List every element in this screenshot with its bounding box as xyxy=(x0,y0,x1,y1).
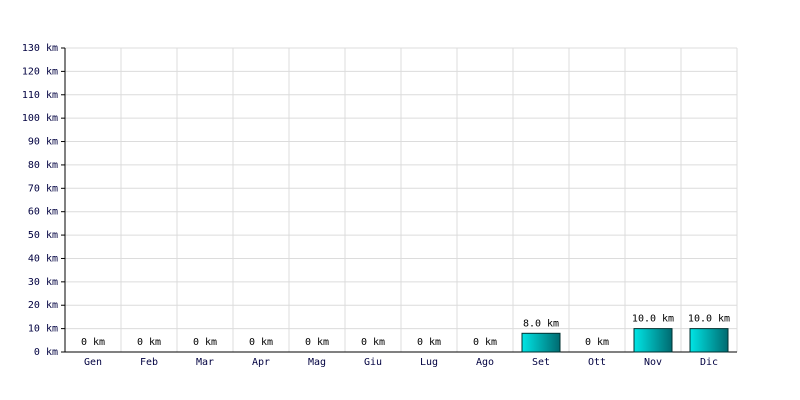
y-tick-label: 80 km xyxy=(28,160,58,171)
x-tick-label: Nov xyxy=(644,357,662,368)
value-label: 10.0 km xyxy=(688,314,730,325)
y-tick-label: 110 km xyxy=(22,90,58,101)
y-tick-label: 10 km xyxy=(28,324,58,335)
x-tick-label: Apr xyxy=(252,357,270,368)
x-tick-label: Mar xyxy=(196,357,214,368)
x-tick-label: Lug xyxy=(420,357,438,368)
y-tick-label: 50 km xyxy=(28,230,58,241)
y-tick-label: 70 km xyxy=(28,183,58,194)
bar xyxy=(633,328,673,353)
value-label: 0 km xyxy=(137,337,161,348)
bar xyxy=(689,328,729,353)
y-tick-label: 100 km xyxy=(22,113,58,124)
x-tick-label: Dic xyxy=(700,357,718,368)
x-tick-label: Mag xyxy=(308,357,326,368)
x-tick-label: Set xyxy=(532,357,550,368)
y-tick-label: 0 km xyxy=(34,347,58,358)
y-tick-label: 20 km xyxy=(28,300,58,311)
x-tick-label: Feb xyxy=(140,357,158,368)
value-label: 0 km xyxy=(193,337,217,348)
y-tick-label: 90 km xyxy=(28,137,58,148)
x-tick-label: Giu xyxy=(364,357,382,368)
y-tick-label: 30 km xyxy=(28,277,58,288)
value-label: 0 km xyxy=(305,337,329,348)
y-tick-label: 60 km xyxy=(28,207,58,218)
value-label: 0 km xyxy=(585,337,609,348)
bar xyxy=(521,332,561,353)
value-label: 0 km xyxy=(361,337,385,348)
value-label: 0 km xyxy=(249,337,273,348)
x-tick-label: Ago xyxy=(476,357,494,368)
x-tick-label: Ott xyxy=(588,357,606,368)
value-label: 10.0 km xyxy=(632,314,674,325)
y-tick-label: 130 km xyxy=(22,43,58,54)
y-tick-label: 120 km xyxy=(22,66,58,77)
value-label: 0 km xyxy=(473,337,497,348)
y-tick-label: 40 km xyxy=(28,253,58,264)
value-label: 0 km xyxy=(81,337,105,348)
value-label: 8.0 km xyxy=(523,318,559,329)
value-label: 0 km xyxy=(417,337,441,348)
x-tick-label: Gen xyxy=(84,357,102,368)
